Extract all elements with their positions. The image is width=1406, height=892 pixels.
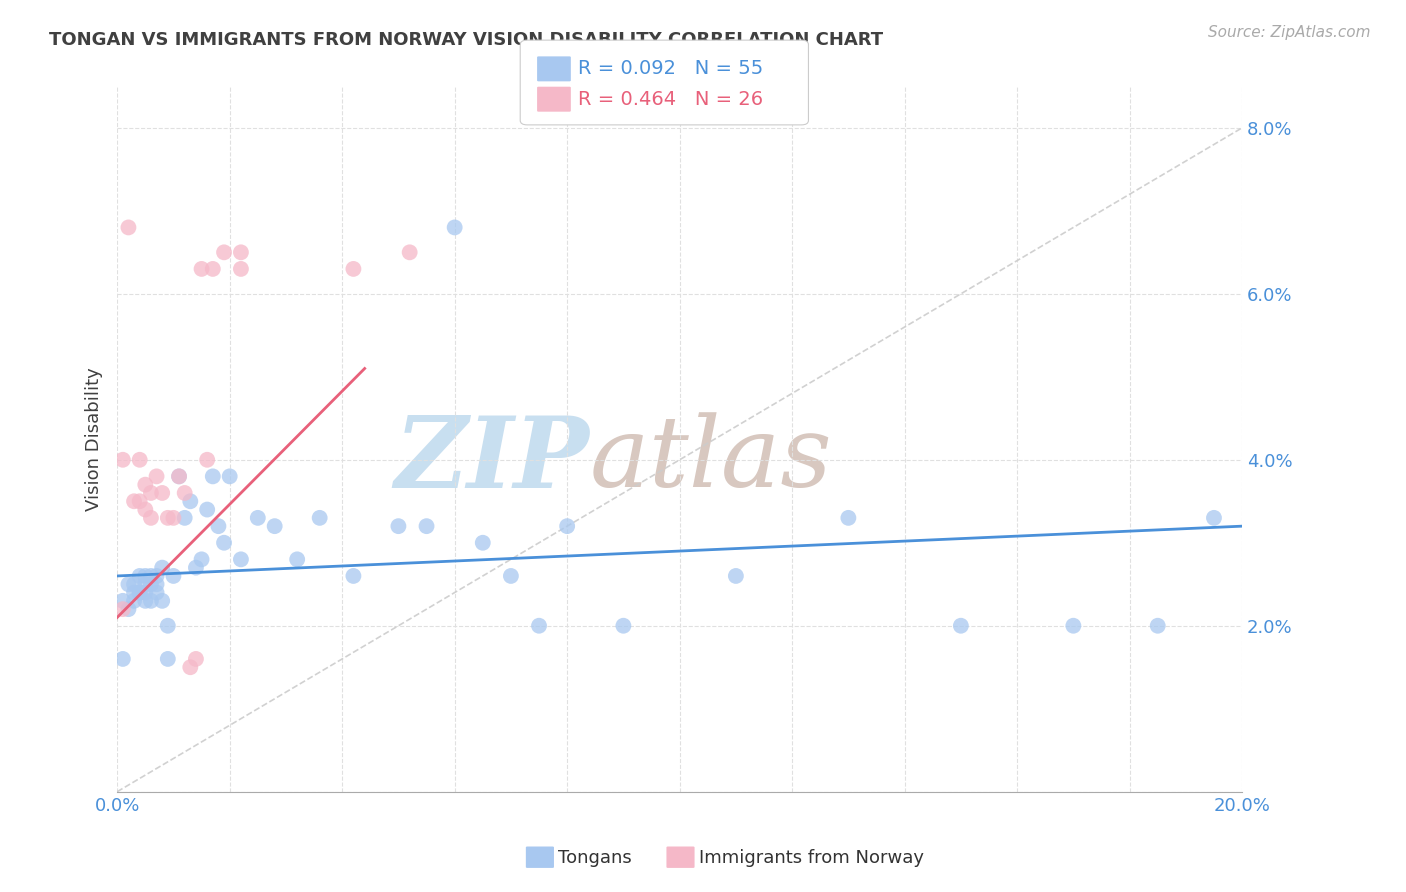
Point — [139, 569, 162, 583]
Point — [207, 519, 229, 533]
Text: TONGAN VS IMMIGRANTS FROM NORWAY VISION DISABILITY CORRELATION CHART: TONGAN VS IMMIGRANTS FROM NORWAY VISION … — [49, 31, 883, 49]
Point — [173, 511, 195, 525]
Point — [134, 569, 156, 583]
Text: Tongans: Tongans — [558, 849, 631, 867]
Point — [139, 577, 162, 591]
Point — [111, 594, 134, 608]
Point — [195, 502, 218, 516]
Point — [117, 577, 139, 591]
Text: ZIP: ZIP — [395, 412, 589, 508]
Point — [128, 494, 150, 508]
Point — [212, 535, 235, 549]
Point — [128, 585, 150, 599]
Point — [139, 594, 162, 608]
Point — [212, 245, 235, 260]
Point — [167, 469, 190, 483]
Point — [156, 618, 179, 632]
Point — [201, 469, 224, 483]
Point — [398, 245, 420, 260]
Y-axis label: Vision Disability: Vision Disability — [86, 368, 103, 511]
Point — [229, 245, 252, 260]
Point — [145, 585, 167, 599]
Text: Source: ZipAtlas.com: Source: ZipAtlas.com — [1208, 25, 1371, 40]
Point — [111, 652, 134, 666]
Point — [229, 261, 252, 276]
Point — [342, 261, 364, 276]
Point — [173, 486, 195, 500]
Point — [134, 594, 156, 608]
Point — [555, 519, 578, 533]
Point — [122, 594, 145, 608]
Point — [134, 502, 156, 516]
Point — [156, 511, 179, 525]
Point — [179, 494, 201, 508]
Point — [724, 569, 747, 583]
Point — [246, 511, 269, 525]
Point — [612, 618, 634, 632]
Point — [122, 494, 145, 508]
Point — [443, 220, 465, 235]
Point — [342, 569, 364, 583]
Point — [499, 569, 522, 583]
Point — [150, 594, 173, 608]
Point — [145, 577, 167, 591]
Text: R = 0.092   N = 55: R = 0.092 N = 55 — [578, 60, 763, 78]
Point — [387, 519, 409, 533]
Point — [415, 519, 437, 533]
Text: Immigrants from Norway: Immigrants from Norway — [699, 849, 924, 867]
Point — [145, 469, 167, 483]
Point — [128, 452, 150, 467]
Point — [150, 560, 173, 574]
Point — [195, 452, 218, 467]
Point — [527, 618, 550, 632]
Point — [162, 511, 184, 525]
Point — [190, 552, 212, 566]
Point — [111, 602, 134, 616]
Point — [184, 560, 207, 574]
Point — [167, 469, 190, 483]
Point — [134, 585, 156, 599]
Point — [837, 511, 859, 525]
Point — [111, 452, 134, 467]
Point — [117, 220, 139, 235]
Point — [1202, 511, 1225, 525]
Point — [139, 486, 162, 500]
Point — [471, 535, 494, 549]
Point — [190, 261, 212, 276]
Point — [128, 569, 150, 583]
Point — [229, 552, 252, 566]
Point — [201, 261, 224, 276]
Point — [117, 602, 139, 616]
Point — [1146, 618, 1168, 632]
Point — [145, 569, 167, 583]
Text: atlas: atlas — [589, 412, 832, 508]
Point — [218, 469, 240, 483]
Point — [1062, 618, 1084, 632]
Point — [179, 660, 201, 674]
Point — [156, 652, 179, 666]
Point — [139, 511, 162, 525]
Point — [134, 577, 156, 591]
Point — [949, 618, 972, 632]
Point — [134, 477, 156, 491]
Point — [263, 519, 285, 533]
Point — [285, 552, 308, 566]
Text: R = 0.464   N = 26: R = 0.464 N = 26 — [578, 90, 763, 109]
Point — [308, 511, 330, 525]
Point — [162, 569, 184, 583]
Point — [122, 585, 145, 599]
Point — [150, 486, 173, 500]
Point — [128, 585, 150, 599]
Point — [122, 577, 145, 591]
Point — [184, 652, 207, 666]
